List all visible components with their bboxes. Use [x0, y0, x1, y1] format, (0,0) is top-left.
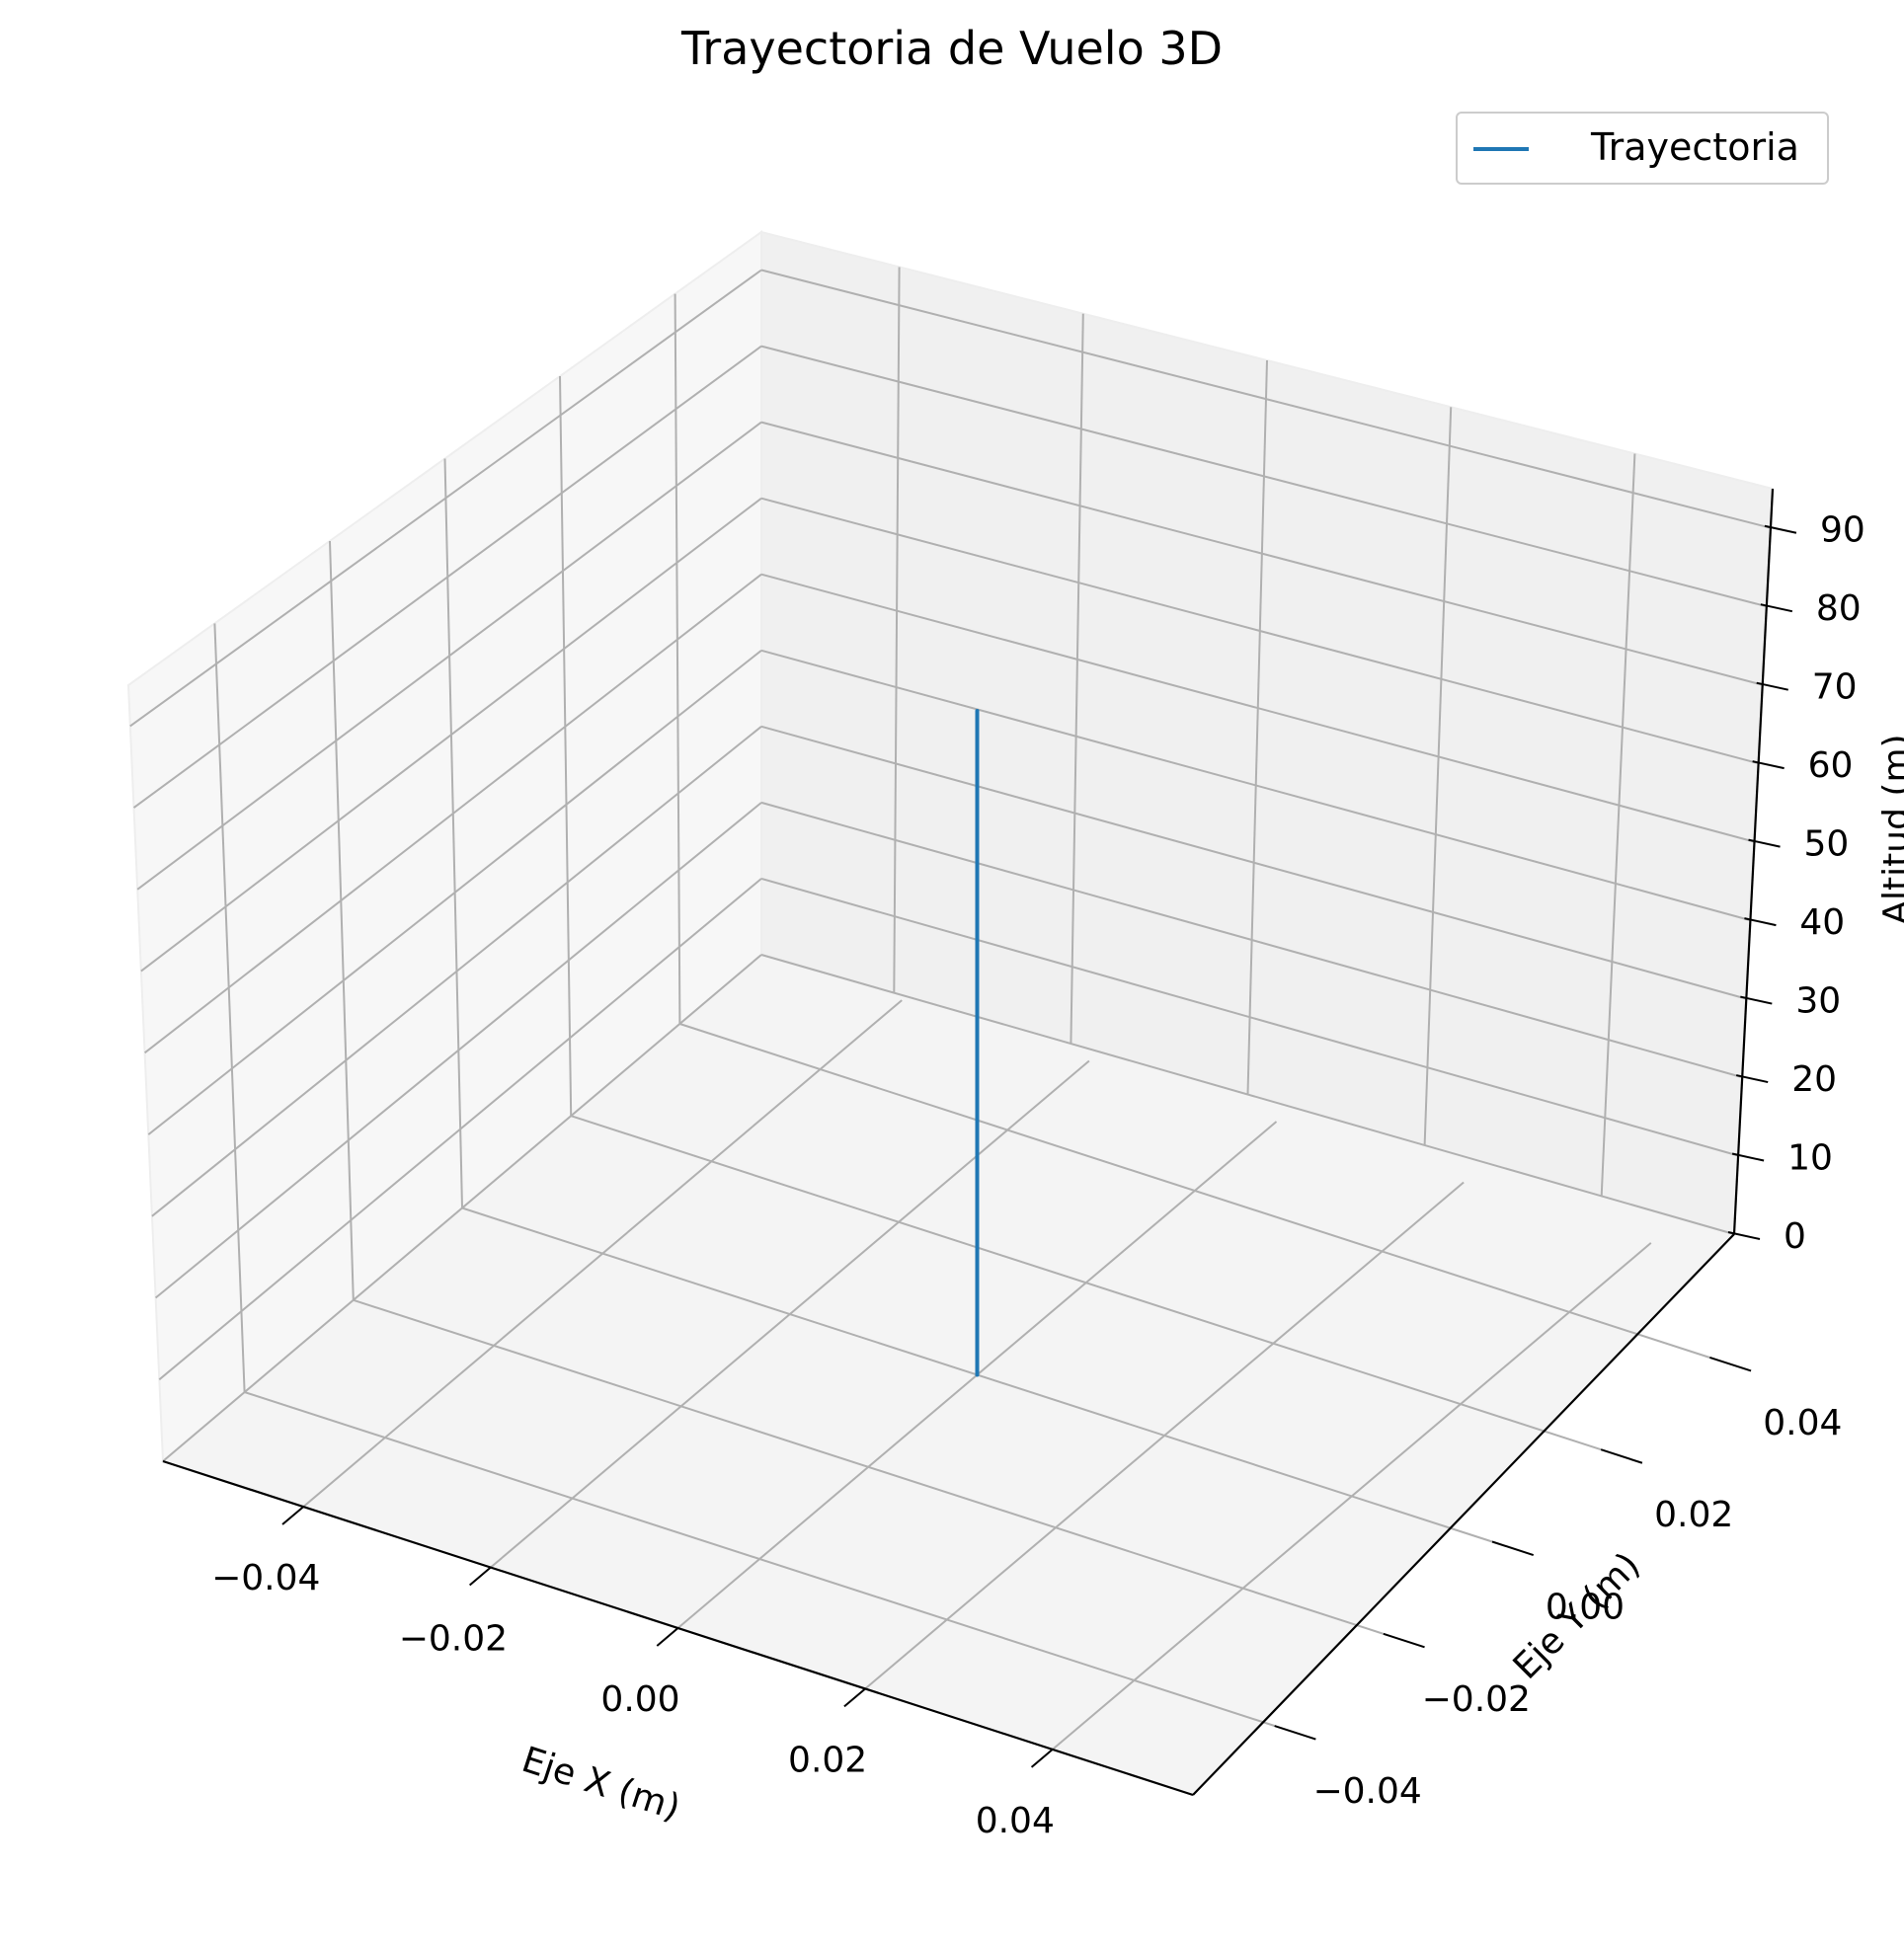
x-tick-0	[281, 1506, 304, 1525]
floor-grid-y-4	[679, 1023, 1710, 1359]
backwall-grid-z-1	[760, 877, 1739, 1157]
backwall-grid-z-3	[760, 725, 1747, 1000]
leftwall-grid-y-4	[674, 293, 681, 1025]
y-tick-0	[1274, 1725, 1316, 1741]
leftwall-grid-y-1	[329, 540, 355, 1300]
z-tick-5	[1748, 838, 1781, 848]
z-tick-4	[1744, 917, 1777, 927]
backwall-grid-z-2	[760, 801, 1743, 1079]
floor-grid-y-3	[570, 1115, 1602, 1451]
x-tick-label-0: −0.04	[211, 1558, 320, 1598]
floor-grid-y-0	[244, 1391, 1275, 1727]
x-tick-label-4: 0.04	[976, 1801, 1055, 1841]
z-tick-label-1: 10	[1787, 1138, 1833, 1179]
x-tick-label-2: 0.00	[600, 1679, 679, 1720]
x-tick-label-3: 0.02	[788, 1740, 867, 1780]
x-tick-4	[1030, 1749, 1054, 1768]
z-tick-8	[1760, 603, 1793, 613]
z-tick-2	[1735, 1074, 1769, 1084]
y-tick-3	[1600, 1448, 1643, 1464]
y-tick-label-4: 0.04	[1763, 1403, 1842, 1443]
z-axis-label: Altitud (m)	[1876, 734, 1904, 924]
z-axis-line	[1732, 488, 1775, 1235]
z-tick-0	[1727, 1231, 1761, 1240]
backwall-grid-x-1	[1070, 313, 1084, 1045]
leftwall-grid-z-1	[158, 878, 762, 1381]
z-tick-label-3: 30	[1795, 981, 1841, 1022]
chart-legend: Trayectoria	[1456, 112, 1829, 185]
chart-title: Trayectoria de Vuelo 3D	[680, 22, 1224, 75]
leftwall-grid-y-3	[559, 375, 573, 1117]
backwall-grid-z-8	[760, 345, 1768, 608]
leftwall-grid-z-6	[140, 497, 762, 973]
leftwall-grid-y-0	[213, 623, 246, 1393]
z-tick-9	[1764, 524, 1797, 534]
x-tick-1	[469, 1566, 492, 1587]
x-axis-label: Eje X (m)	[516, 1740, 684, 1829]
backwall-grid-x-0	[893, 267, 901, 993]
z-tick-label-9: 90	[1820, 510, 1865, 551]
backwall-grid-z-6	[760, 497, 1759, 765]
backwall-grid-z-0	[760, 954, 1735, 1235]
backwall-grid-z-4	[760, 649, 1751, 922]
leftwall-grid-z-8	[132, 345, 762, 809]
backwall-grid-z-9	[760, 269, 1772, 529]
backwall-grid-x-3	[1423, 407, 1453, 1146]
z-tick-7	[1756, 681, 1788, 691]
y-tick-4	[1709, 1357, 1752, 1372]
y-tick-1	[1383, 1632, 1425, 1649]
z-tick-label-4: 40	[1799, 902, 1845, 943]
y-tick-label-1: −0.02	[1422, 1679, 1531, 1720]
z-tick-label-6: 60	[1808, 745, 1854, 786]
legend-swatch-trayectoria	[1473, 147, 1529, 151]
x-tick-3	[843, 1687, 866, 1708]
y-tick-label-2: 0.00	[1546, 1588, 1625, 1628]
y-tick-label-0: −0.04	[1312, 1771, 1421, 1812]
backwall-grid-x-2	[1246, 359, 1268, 1095]
leftwall-grid-z-9	[129, 269, 762, 728]
z-tick-1	[1731, 1152, 1765, 1162]
y-tick-2	[1491, 1540, 1535, 1556]
y-axis-line	[1192, 1233, 1735, 1796]
backwall-grid-x-4	[1600, 453, 1636, 1197]
z-tick-label-0: 0	[1784, 1216, 1806, 1257]
z-tick-label-2: 20	[1791, 1059, 1837, 1100]
z-tick-label-7: 70	[1812, 667, 1858, 708]
z-tick-3	[1740, 995, 1773, 1005]
leftwall-grid-z-5	[143, 573, 762, 1054]
x-tick-2	[656, 1627, 679, 1647]
leftwall-grid-z-3	[151, 726, 762, 1217]
leftwall-grid-z-2	[154, 802, 762, 1299]
z-tick-label-8: 80	[1816, 588, 1862, 629]
backwall-grid-z-7	[760, 421, 1763, 686]
z-tick-6	[1752, 760, 1785, 770]
y-axis-label: Eje Y (m)	[1506, 1545, 1648, 1687]
floor-grid-y-1	[353, 1298, 1385, 1635]
y-tick-label-3: 0.02	[1654, 1495, 1733, 1535]
backwall-grid-z-5	[760, 573, 1755, 843]
legend-label-trayectoria: Trayectoria	[1591, 125, 1799, 169]
leftwall-grid-z-0	[162, 954, 762, 1462]
leftwall-grid-y-2	[443, 458, 463, 1208]
leftwall-grid-z-4	[147, 650, 762, 1135]
x-tick-label-1: −0.02	[399, 1619, 508, 1660]
z-tick-label-5: 50	[1804, 824, 1850, 865]
leftwall-grid-z-7	[136, 421, 762, 891]
